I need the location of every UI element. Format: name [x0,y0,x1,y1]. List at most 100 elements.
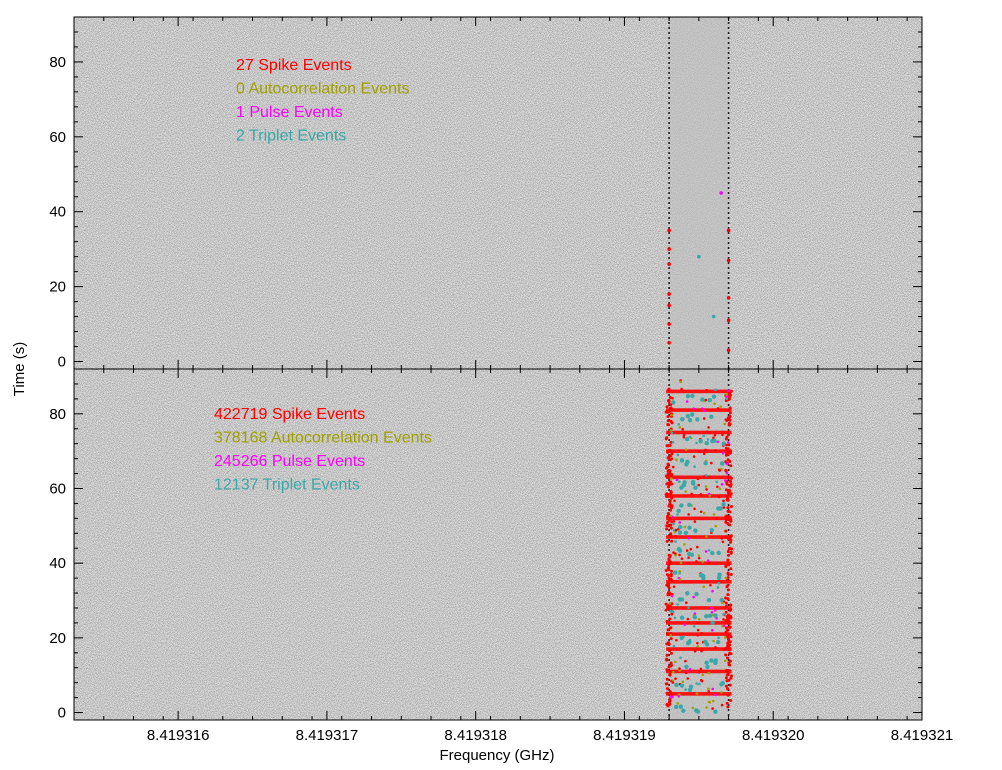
spike-point [667,388,671,392]
spike-point [726,258,731,263]
event-point [716,586,720,589]
spike-point [729,464,733,468]
event-point [672,522,676,526]
event-point [707,671,711,675]
spike-row [666,535,732,539]
x-tick-label: 8.419321 [891,727,954,744]
spike-point [666,456,670,460]
event-point [669,695,672,699]
spike-row [666,430,732,435]
event-point [724,446,728,450]
y-tick-label: 80 [49,54,66,71]
triplet-point [687,418,693,423]
event-point [702,511,706,515]
event-point [678,571,681,575]
event-point [716,440,719,444]
signal-band [669,369,729,720]
event-point [711,699,715,703]
event-point [721,540,725,544]
y-tick-label: 60 [49,480,66,497]
spike-point [724,468,728,472]
event-point [680,557,684,561]
spike-point [728,608,732,612]
event-point [725,471,729,475]
event-point [683,525,687,529]
spike-point [726,558,730,562]
spike-point [725,701,729,705]
spike-point [668,499,672,503]
spike-point [726,613,730,617]
triplet-point [697,254,701,259]
event-point [699,667,703,671]
event-point [667,401,671,405]
event-point [702,417,706,420]
spike-point [666,604,670,608]
triplet-point [679,458,685,463]
spike-row [666,408,732,412]
spike-point [668,672,672,676]
event-point [707,561,711,565]
spike-point [667,518,671,522]
spike-point [667,399,671,403]
spike-point [727,433,731,437]
triplet-point [713,613,718,618]
legend-spike-count: 27 Spike Events [236,57,352,74]
spike-point [667,262,671,266]
spike-point [726,644,730,648]
spike-point [670,602,674,606]
event-point [690,492,693,496]
spike-point [724,684,728,688]
spike-point [666,566,670,570]
spike-point [665,631,669,635]
event-point [715,517,719,520]
triplet-point [709,414,714,419]
event-point [720,691,723,694]
spike-point [665,405,669,409]
spike-point [727,639,731,643]
event-point [683,543,686,546]
event-point [684,659,687,663]
event-point [711,707,714,710]
spike-point [729,538,733,542]
triplet-point [700,397,705,402]
legend-pulse-count: 245266 Pulse Events [214,453,365,470]
event-point [695,682,698,685]
event-point [674,660,677,664]
event-point [674,534,677,538]
spike-row [666,494,732,498]
spike-point [665,677,669,681]
spike-point [665,691,669,695]
event-point [695,692,699,695]
triplet-point [709,527,714,533]
spike-point [729,479,733,483]
event-point [692,595,695,599]
spike-point [726,489,730,493]
event-point [697,483,700,487]
triplet-point [703,639,708,645]
spike-point [729,492,733,496]
x-tick-label: 8.419318 [444,727,507,744]
legend-spike-count: 422719 Spike Events [214,406,365,423]
spike-point [666,462,670,466]
event-point [697,617,701,621]
spike-point [729,389,733,393]
event-point [714,388,717,392]
spike-point [667,563,671,567]
triplet-point [716,550,721,556]
x-tick-label: 8.419316 [147,727,210,744]
event-point [724,576,728,580]
event-point [675,478,679,482]
spike-row [666,647,732,651]
event-point [699,678,703,682]
spike-point [725,673,729,677]
event-point [722,613,725,616]
spike-point [669,651,673,655]
spike-point [728,406,732,410]
event-point [672,520,676,523]
spike-point [726,348,731,353]
spike-point [726,553,730,557]
triplet-point [706,598,712,603]
spike-point [667,247,671,251]
spike-point [730,476,734,480]
event-point [678,553,681,557]
